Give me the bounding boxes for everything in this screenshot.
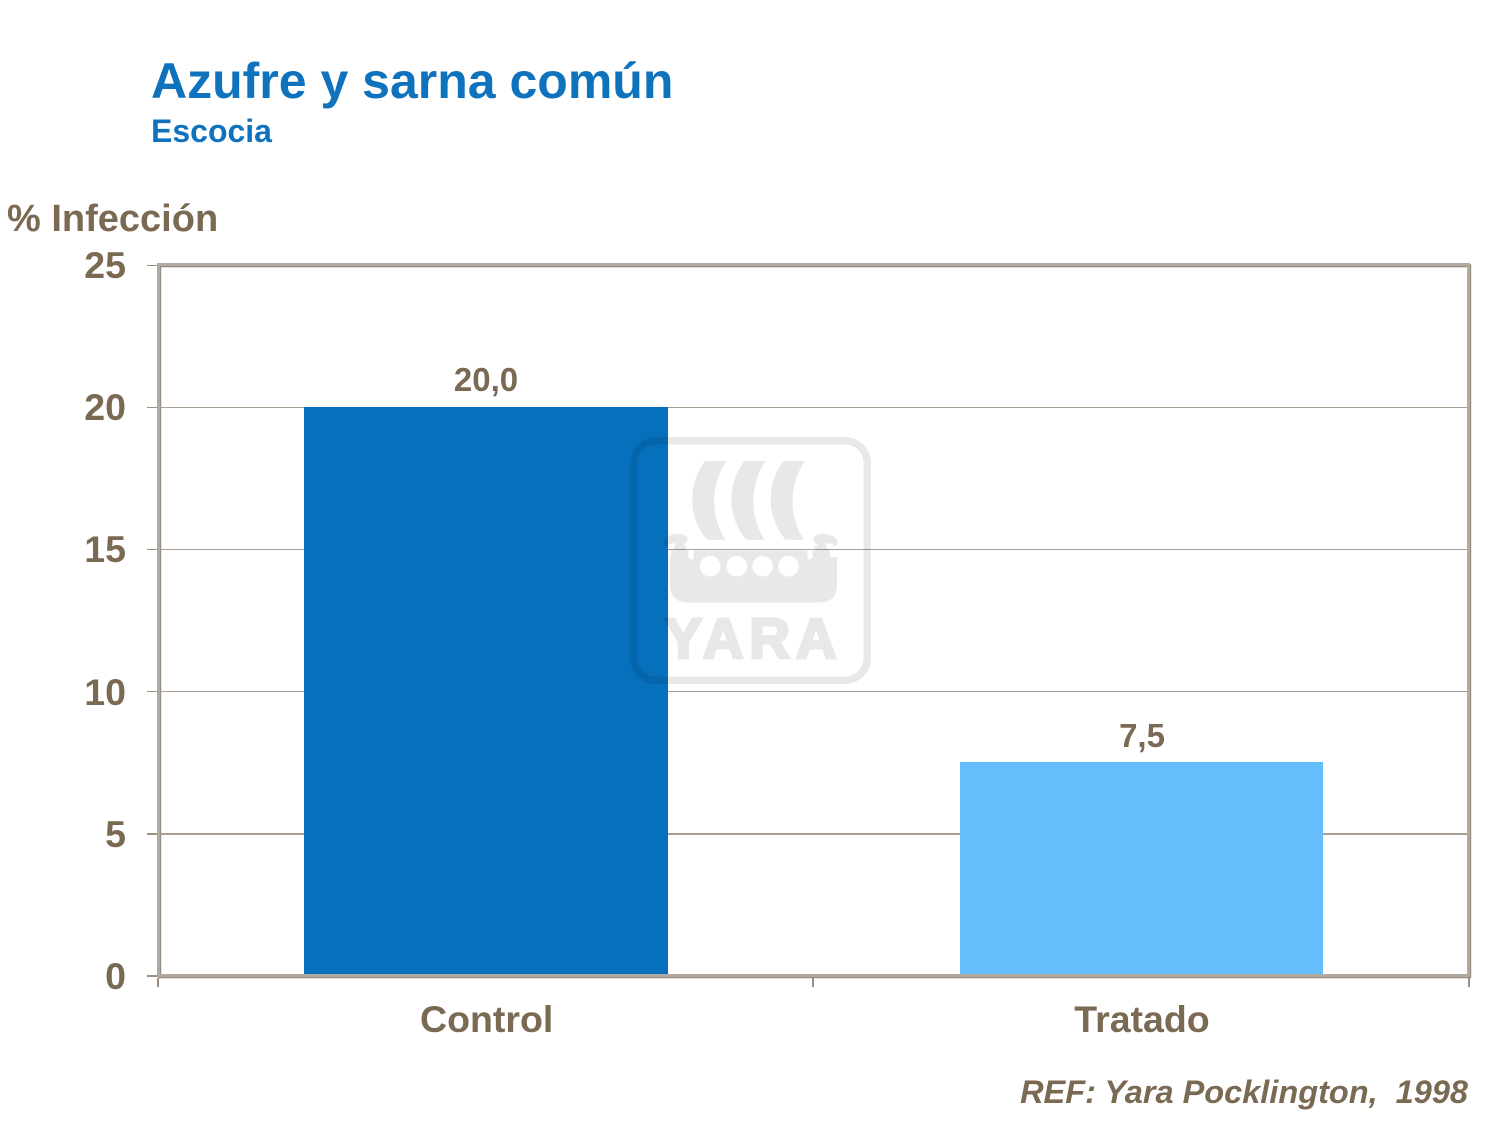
svg-text:YARA: YARA [665, 607, 837, 670]
